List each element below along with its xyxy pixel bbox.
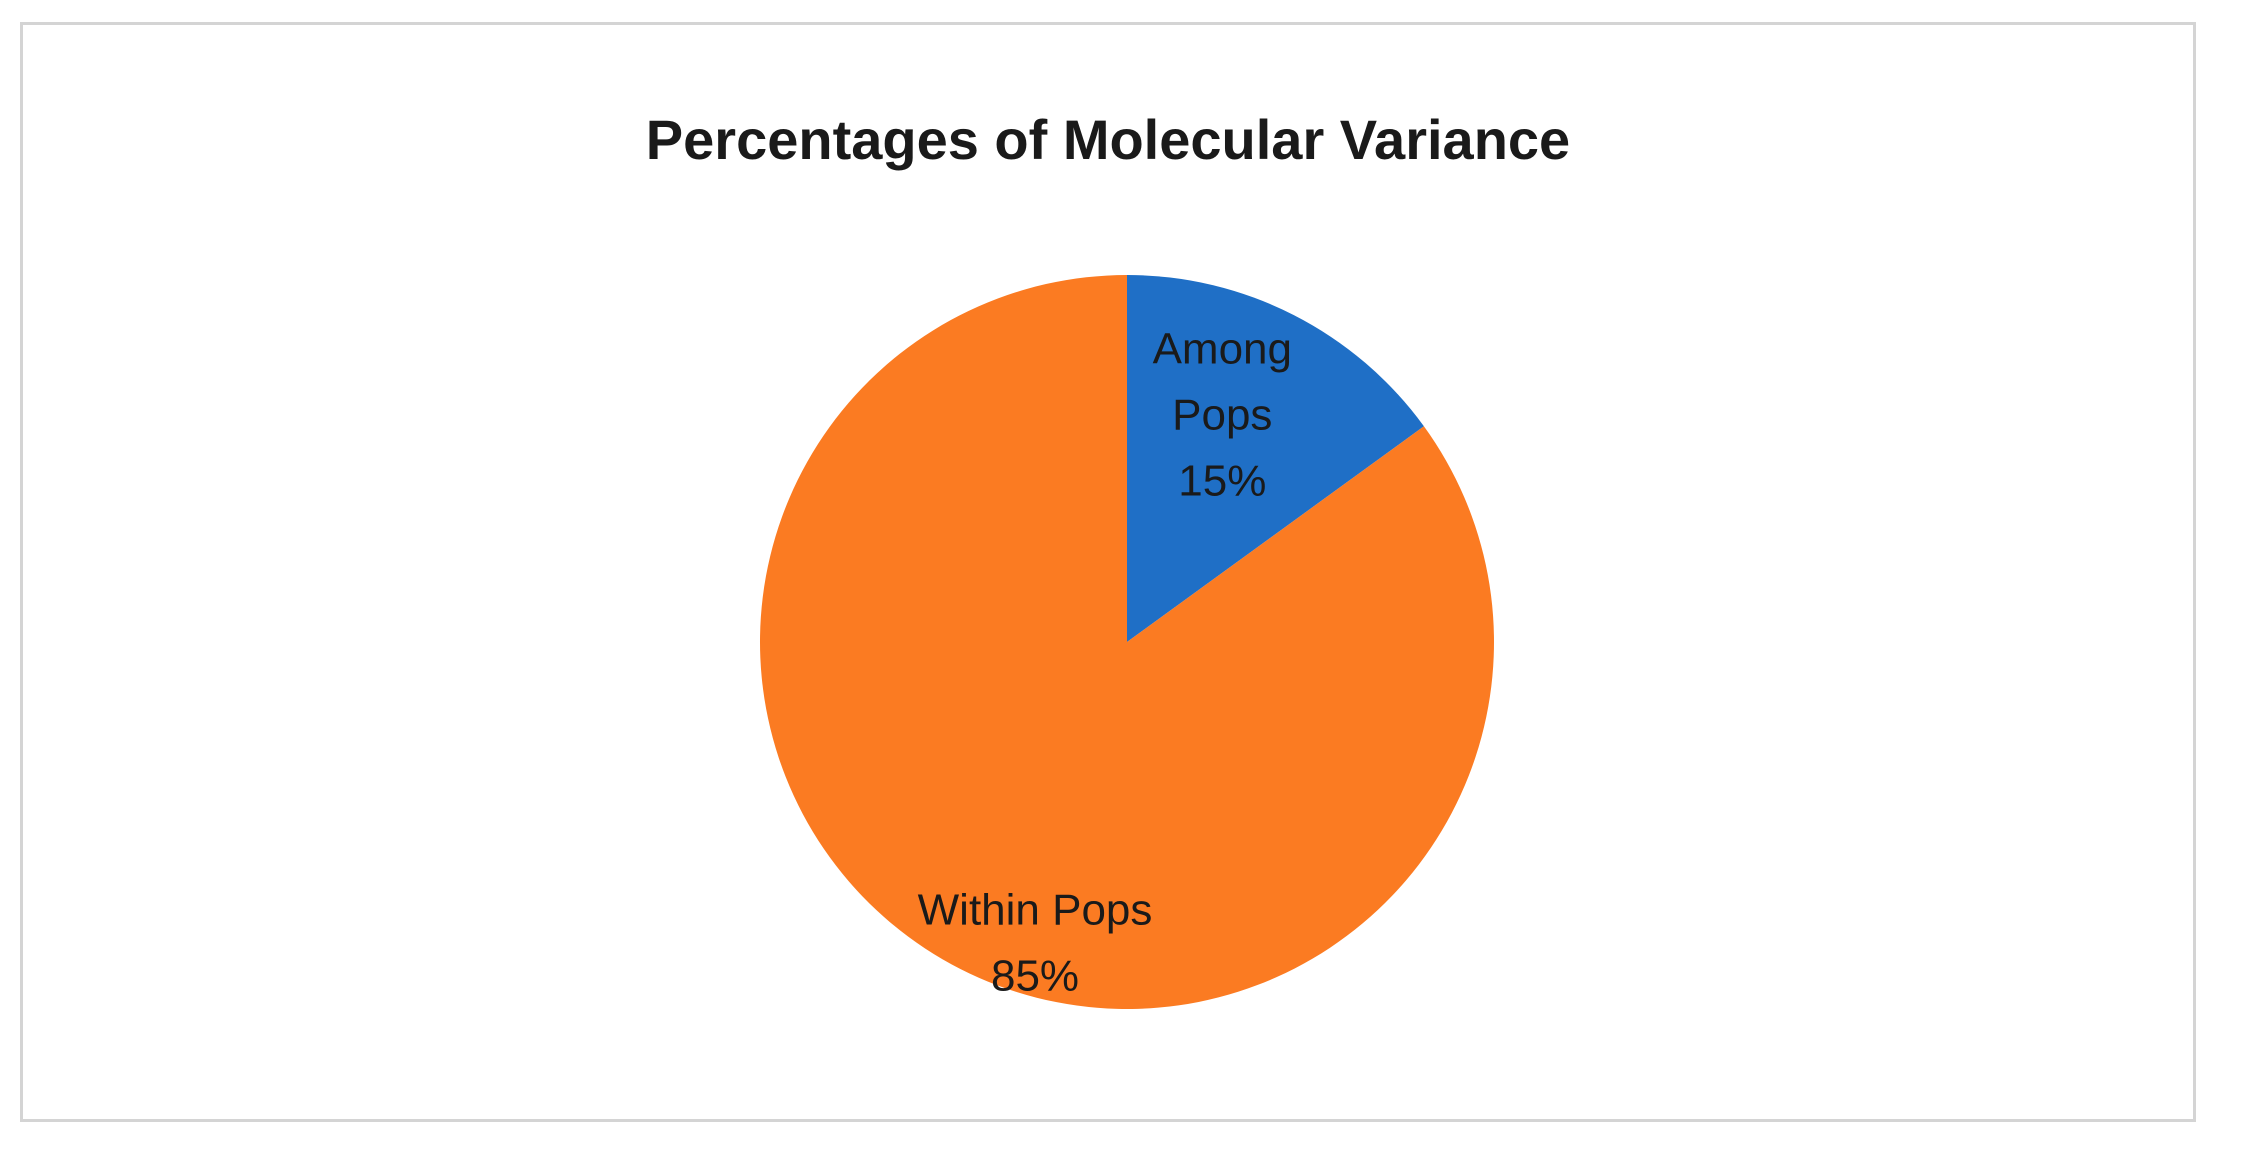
pie-slice-within-pops xyxy=(759,275,1494,1010)
pie-label-line: Among xyxy=(1153,324,1292,373)
pie-slices xyxy=(759,275,1494,1010)
pie-label-line: 85% xyxy=(991,951,1079,1000)
pie-label-among-pops: Among Pops 15% xyxy=(1153,324,1292,505)
chart-title: Percentages of Molecular Variance xyxy=(645,108,1571,171)
pie-label-line: 15% xyxy=(1178,456,1266,505)
pie-labels: Among Pops 15% Within Pops 85% xyxy=(918,324,1292,1000)
pie-label-within-pops: Within Pops 85% xyxy=(918,885,1153,1000)
pie-slice-among-pops xyxy=(1127,275,1424,642)
pie-label-line: Pops xyxy=(1172,390,1272,439)
pie-label-line: Within Pops xyxy=(918,885,1153,934)
